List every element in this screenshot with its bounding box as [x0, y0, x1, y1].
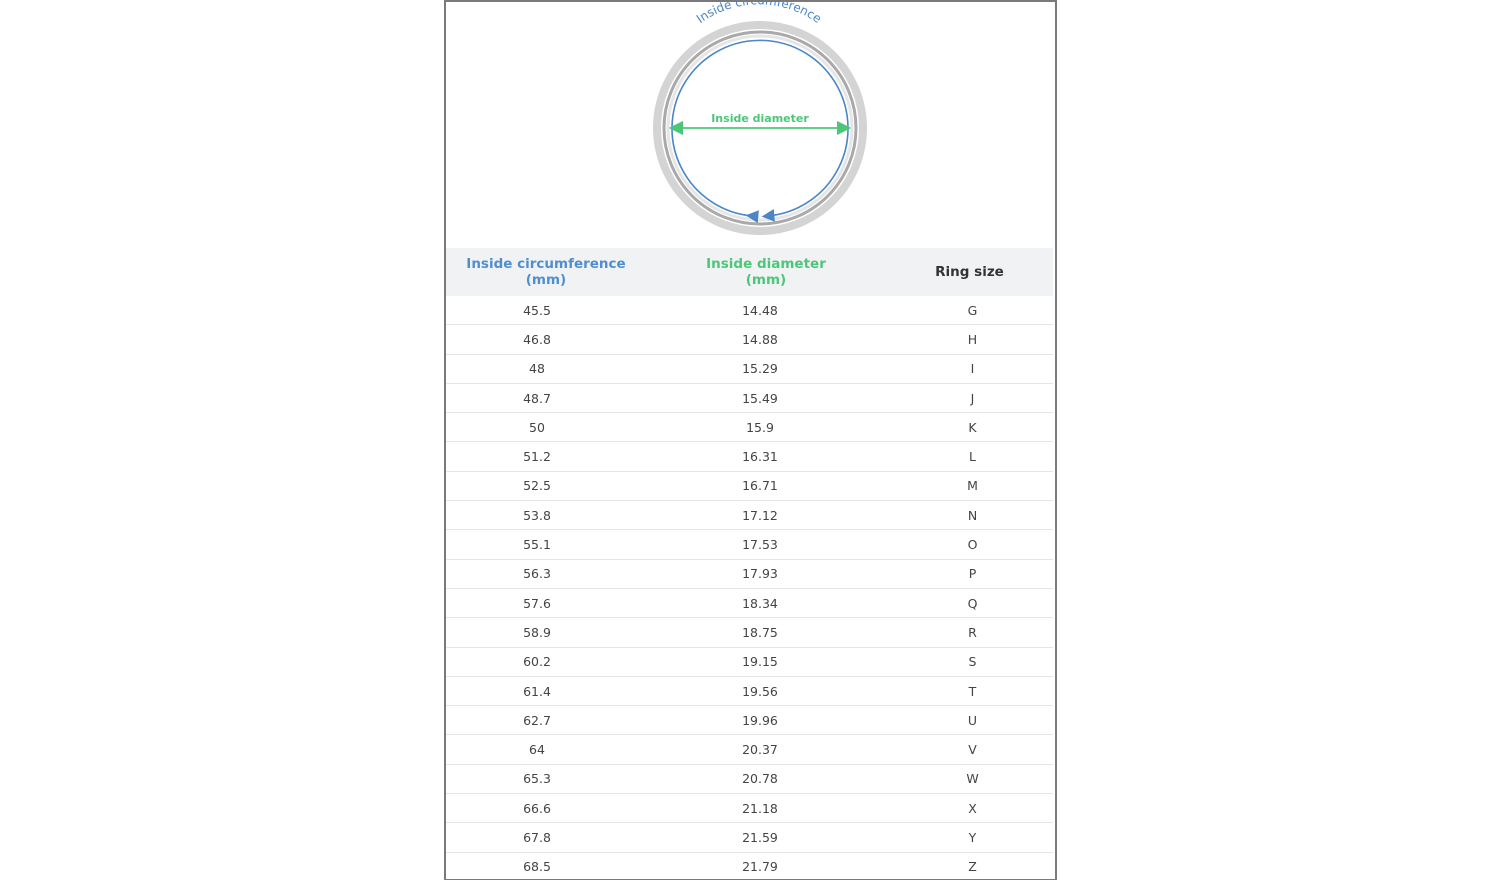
cell-diameter: 15.49	[742, 390, 778, 406]
ring-outer	[653, 21, 867, 235]
cell-diameter: 14.48	[742, 302, 778, 318]
cell-ring-size: Q	[967, 595, 978, 611]
table-row: 53.8 17.12 N	[446, 501, 1053, 531]
table-body: 45.5 14.48 G 46.8 14.88 H 48 15.29 I 48.7 15.49 J 50…	[446, 296, 1053, 879]
table-row: 52.5 16.71 M	[446, 472, 1053, 502]
cell-circumference: 48	[529, 361, 545, 377]
table-row: 48.7 15.49 J	[446, 384, 1053, 414]
table-row: 56.3 17.93 P	[446, 560, 1053, 589]
table-row: 50 15.9 K	[446, 413, 1053, 443]
cell-diameter: 21.79	[742, 859, 778, 875]
cell-circumference: 55.1	[523, 537, 551, 553]
cell-ring-size: N	[967, 507, 978, 523]
table-row: 68.5 21.79 Z	[446, 853, 1053, 879]
table-row: 64 20.37 V	[446, 735, 1053, 765]
cell-ring-size: M	[967, 478, 978, 494]
cell-diameter: 15.9	[746, 419, 774, 435]
header-circumference: Inside circumference (mm)	[446, 248, 646, 296]
table-row: 55.1 17.53 O	[446, 530, 1053, 560]
header-ring-size: Ring size	[886, 248, 1053, 296]
cell-diameter: 21.59	[742, 829, 778, 845]
cell-ring-size: U	[967, 712, 978, 728]
cell-circumference: 52.5	[523, 478, 551, 494]
cell-circumference: 58.9	[523, 624, 551, 640]
table-row: 48 15.29 I	[446, 355, 1053, 384]
cell-circumference: 65.3	[523, 771, 551, 787]
cell-diameter: 18.34	[742, 595, 778, 611]
cell-circumference: 68.5	[523, 859, 551, 875]
cell-ring-size: P	[968, 566, 977, 582]
table-row: 67.8 21.59 Y	[446, 823, 1053, 853]
cell-circumference: 57.6	[523, 595, 551, 611]
ring-inner	[662, 30, 858, 226]
cell-diameter: 19.56	[742, 683, 778, 699]
table-row: 62.7 19.96 U	[446, 706, 1053, 736]
cell-circumference: 45.5	[523, 302, 551, 318]
cell-circumference: 60.2	[523, 654, 551, 670]
diameter-label: Inside diameter	[711, 112, 809, 125]
cell-circumference: 50	[529, 419, 545, 435]
cell-diameter: 14.88	[742, 331, 778, 347]
cell-ring-size: Y	[968, 829, 977, 845]
cell-diameter: 20.37	[742, 742, 778, 758]
cell-diameter: 18.75	[742, 624, 778, 640]
cell-circumference: 53.8	[523, 507, 551, 523]
cell-ring-size: I	[970, 361, 975, 377]
cell-circumference: 46.8	[523, 331, 551, 347]
header-text: Inside diameter	[706, 256, 826, 272]
cell-diameter: 19.15	[742, 654, 778, 670]
cell-ring-size: Z	[968, 859, 977, 875]
cell-circumference: 66.6	[523, 800, 551, 816]
ring-size-chart: Inside diameter Inside circumference Ins…	[444, 0, 1057, 880]
header-diameter: Inside diameter (mm)	[646, 248, 886, 296]
cell-circumference: 62.7	[523, 712, 551, 728]
cell-circumference: 64	[529, 742, 545, 758]
cell-circumference: 48.7	[523, 390, 551, 406]
cell-diameter: 19.96	[742, 712, 778, 728]
cell-circumference: 56.3	[523, 566, 551, 582]
cell-ring-size: V	[968, 742, 977, 758]
cell-ring-size: X	[968, 800, 977, 816]
circumference-arrow	[671, 39, 849, 223]
table-row: 45.5 14.48 G	[446, 296, 1053, 326]
cell-ring-size: O	[967, 537, 978, 553]
cell-diameter: 17.12	[742, 507, 778, 523]
table-row: 66.6 21.18 X	[446, 794, 1053, 824]
cell-ring-size: H	[967, 331, 978, 347]
cell-ring-size: T	[968, 683, 977, 699]
table-header: Inside circumference (mm) Inside diameter…	[446, 248, 1053, 296]
header-text: Inside circumference	[466, 256, 626, 272]
cell-diameter: 17.53	[742, 537, 778, 553]
cell-ring-size: R	[968, 624, 977, 640]
cell-ring-size: S	[968, 654, 977, 670]
cell-ring-size: G	[967, 302, 978, 318]
table-row: 51.2 16.31 L	[446, 442, 1053, 472]
header-unit: (mm)	[525, 272, 567, 288]
cell-diameter: 21.18	[742, 800, 778, 816]
table-row: 60.2 19.15 S	[446, 648, 1053, 677]
table-row: 65.3 20.78 W	[446, 765, 1053, 795]
cell-diameter: 16.31	[742, 449, 778, 465]
ring-diagram: Inside diameter Inside circumference	[653, 2, 867, 235]
table-row: 61.4 19.56 T	[446, 677, 1053, 707]
cell-circumference: 51.2	[523, 449, 551, 465]
cell-ring-size: J	[970, 390, 975, 406]
header-text: Ring size	[935, 264, 1004, 280]
cell-ring-size: L	[969, 449, 976, 465]
table-row: 46.8 14.88 H	[446, 325, 1053, 355]
cell-ring-size: W	[966, 771, 979, 787]
cell-diameter: 20.78	[742, 771, 778, 787]
header-unit: (mm)	[745, 272, 787, 288]
cell-diameter: 17.93	[742, 566, 778, 582]
table-row: 58.9 18.75 R	[446, 618, 1053, 648]
cell-diameter: 15.29	[742, 361, 778, 377]
table-row: 57.6 18.34 Q	[446, 589, 1053, 619]
cell-diameter: 16.71	[742, 478, 778, 494]
cell-circumference: 61.4	[523, 683, 551, 699]
cell-ring-size: K	[968, 419, 977, 435]
cell-circumference: 67.8	[523, 829, 551, 845]
